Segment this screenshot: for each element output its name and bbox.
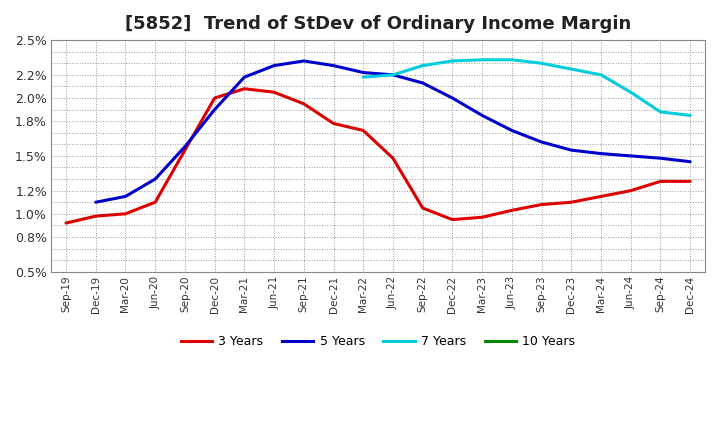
Title: [5852]  Trend of StDev of Ordinary Income Margin: [5852] Trend of StDev of Ordinary Income… bbox=[125, 15, 631, 33]
Legend: 3 Years, 5 Years, 7 Years, 10 Years: 3 Years, 5 Years, 7 Years, 10 Years bbox=[176, 330, 580, 353]
